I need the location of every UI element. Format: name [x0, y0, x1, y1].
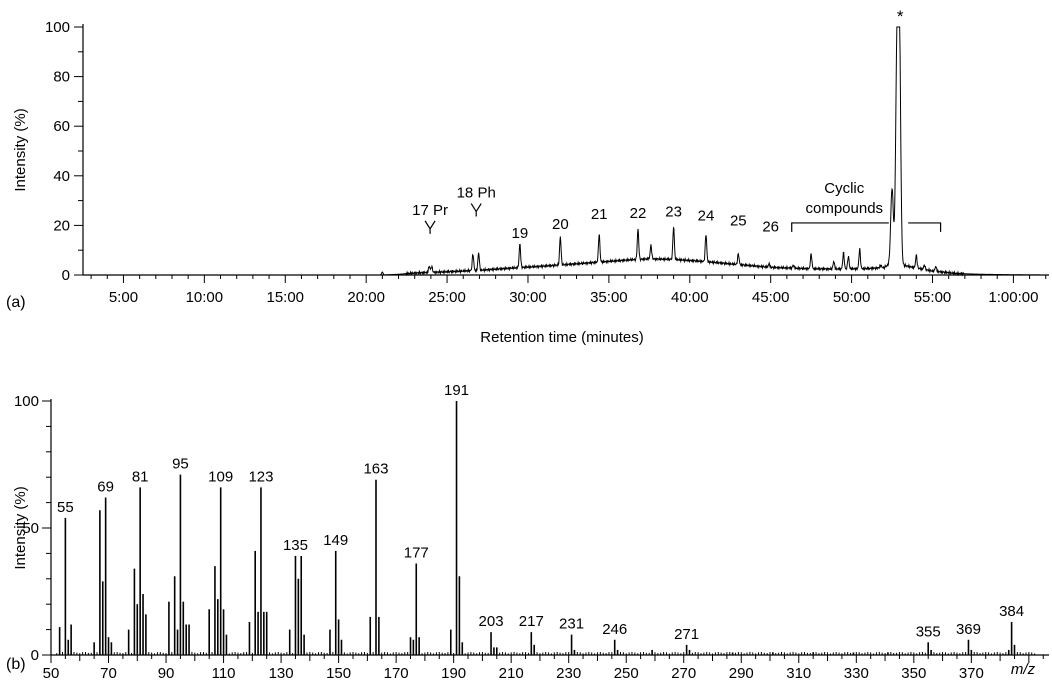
panel-b-x-tick-label: 70: [100, 665, 117, 682]
panel-b-peak-labels: 55 69 81 95 109 123 135 149 163 177 191 203 217 231 24…: [57, 382, 1024, 643]
panel-b-peak-label: 81: [132, 468, 149, 485]
panel-b-peaks: [56, 401, 1036, 655]
panel-a-x-axis-title: Retention time (minutes): [480, 329, 643, 346]
panel-b-y-ticks: 0 50 100: [14, 393, 51, 664]
panel-a-y-tick-label: 80: [53, 69, 70, 86]
panel-b-label: (b): [6, 656, 26, 673]
panel-a-peak-label: 24: [698, 207, 715, 224]
panel-a-peak-label: 20: [552, 216, 569, 233]
panel-a-x-tick-label: 5:00: [109, 289, 138, 306]
panel-a-bracket-label: Cyclic: [824, 180, 864, 197]
panel-b-y-axis-title: Intensity (%): [12, 486, 29, 569]
panel-b-peak-label: 369: [956, 621, 981, 638]
panel-a-peak-label: 18 Ph: [457, 185, 496, 202]
panel-a-y-ticks: 0 20 40 60 80 100: [45, 19, 83, 284]
panel-a-x-tick-label: 25:00: [428, 289, 466, 306]
panel-a-y-tick-label: 0: [62, 267, 70, 284]
panel-a-y-tick-label: 20: [53, 217, 70, 234]
panel-b-peak-label: 123: [248, 468, 273, 485]
panel-a-y-axis-title: Intensity (%): [12, 108, 29, 191]
panel-a-label: (a): [6, 294, 26, 311]
panel-a-asterisk: *: [897, 7, 904, 26]
panel-a-fork-marker: [470, 203, 482, 217]
panel-b-x-tick-label: 370: [959, 665, 984, 682]
panel-b-peak-label: 95: [172, 456, 189, 473]
panel-b-x-tick-label: 190: [441, 665, 466, 682]
panel-b-peak-label: 231: [559, 616, 584, 633]
panel-a-y-tick-label: 100: [45, 19, 70, 36]
panel-b-peak-label: 55: [57, 499, 74, 516]
panel-a-x-tick-label: 30:00: [509, 289, 547, 306]
panel-a-axes: [82, 24, 1049, 276]
panel-b-peak-label: 191: [444, 382, 469, 399]
panel-b-peak-label: 163: [363, 461, 388, 478]
panel-b-peak-label: 109: [208, 468, 233, 485]
panel-a-peak-label: 26: [762, 219, 779, 236]
panel-a-bracket-label: compounds: [805, 200, 883, 217]
panel-b-x-tick-label: 50: [43, 665, 60, 682]
panel-a-x-tick-label: 15:00: [266, 289, 304, 306]
panel-b-peak-label: 271: [674, 626, 699, 643]
panel-b-x-ticks: 50 70 90 110 130 150 170 190 210 230 250 270 290 310 3…: [43, 655, 1044, 682]
panel-b-x-tick-label: 150: [326, 665, 351, 682]
panel-a-bracket-left: [791, 222, 889, 232]
panel-b-x-tick-label: 130: [269, 665, 294, 682]
panel-a-x-tick-label: 40:00: [671, 289, 709, 306]
panel-b-x-tick-label: 290: [729, 665, 754, 682]
panel-a-x-ticks: 5:00 10:00 15:00 20:00 25:00 30:00 35:00 40:00 4…: [90, 275, 1047, 306]
panel-a-x-tick-label: 45:00: [752, 289, 790, 306]
panel-b-x-axis-title: m/z: [1011, 661, 1036, 678]
panel-b-x-tick-label: 110: [212, 665, 236, 682]
panel-b-peak-label: 135: [283, 537, 308, 554]
panel-b-x-tick-label: 310: [786, 665, 811, 682]
panel-a-x-tick-label: 20:00: [347, 289, 385, 306]
panel-b-x-tick-label: 210: [499, 665, 524, 682]
panel-b-peak-label: 217: [519, 613, 544, 630]
panel-a-bracket-right: [908, 222, 942, 232]
panel-b-peak-label: 384: [999, 603, 1024, 620]
panel-b-peak-label: 355: [916, 623, 941, 640]
panel-b-x-tick-label: 230: [556, 665, 581, 682]
panel-b-y-tick-label: 100: [14, 393, 39, 410]
panel-b-x-tick-label: 330: [844, 665, 869, 682]
panel-b-peak-label: 203: [479, 613, 504, 630]
panel-a-peak-label: 22: [630, 205, 647, 222]
panel-b-mass-spectrum: (b) Intensity (%) 50 70 90 110 130 150 170 190 2…: [6, 382, 1049, 682]
panel-a-peak-label: 23: [665, 204, 682, 221]
panel-b-peak-label: 69: [97, 479, 114, 496]
panel-a-peak-label: 21: [591, 206, 608, 223]
panel-b-x-tick-label: 270: [671, 665, 696, 682]
panel-a-x-tick-label: 50:00: [833, 289, 871, 306]
panel-a-x-tick-label: 1:00:00: [988, 289, 1038, 306]
panel-b-y-tick-label: 0: [31, 647, 39, 664]
panel-b-peak-label: 246: [602, 621, 627, 638]
panel-a-peak-label: 19: [512, 225, 529, 242]
panel-b-axes: [50, 399, 1049, 656]
panel-b-peak-label: 149: [323, 532, 348, 549]
panel-a-trace: [83, 26, 1049, 277]
panel-a-x-tick-label: 35:00: [590, 289, 628, 306]
panel-b-peak-label: 177: [404, 545, 429, 562]
panel-a-fork-marker: [424, 220, 436, 234]
panel-b-x-tick-label: 250: [614, 665, 639, 682]
panel-a-peak-label: 17 Pr: [412, 202, 448, 219]
panel-a-y-tick-label: 40: [53, 168, 70, 185]
panel-b-x-tick-label: 170: [384, 665, 409, 682]
panel-b-x-tick-label: 350: [901, 665, 926, 682]
panel-a-chromatogram: (a) Intensity (%) Retention time (minute…: [6, 7, 1049, 346]
panel-a-peak-label: 25: [730, 212, 747, 229]
panel-a-annotations: 17 Pr 18 Ph 19 20 21 22 23 24 25 26 * Cyclic compoun…: [412, 7, 942, 242]
panel-b-x-tick-label: 90: [158, 665, 175, 682]
panel-a-x-tick-label: 55:00: [914, 289, 952, 306]
panel-a-x-tick-label: 10:00: [186, 289, 224, 306]
panel-a-y-tick-label: 60: [53, 118, 70, 135]
panel-b-y-tick-label: 50: [22, 520, 39, 537]
